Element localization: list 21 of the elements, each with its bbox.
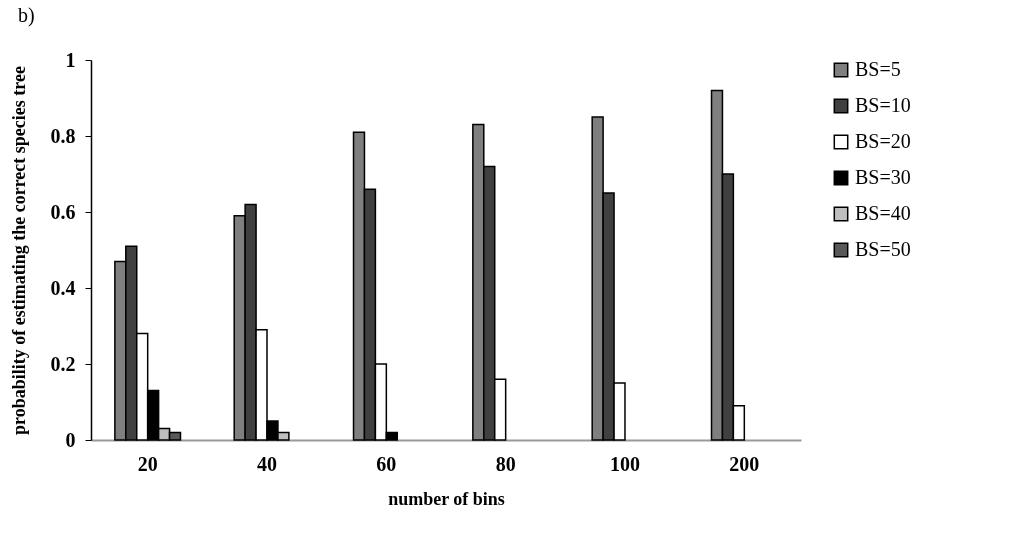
y-tick-label: 1 [65,48,76,71]
y-tick-label: 0.4 [50,276,76,299]
x-tick-label: 200 [729,452,760,475]
legend-label: BS=50 [855,238,911,260]
legend-label: BS=5 [855,58,901,80]
x-tick-label: 60 [376,452,397,475]
legend-label: BS=10 [855,94,911,116]
x-tick-label: 20 [137,452,158,475]
y-tick-label: 0.2 [50,352,76,375]
x-tick-label: 80 [495,452,516,475]
y-axis-title: probability of estimating the correct species tree [8,66,29,435]
text: b) [18,4,35,27]
x-axis-title: number of bins [388,488,505,509]
y-tick-label: 0.6 [50,200,76,223]
legend-label: BS=20 [855,130,911,152]
y-tick-label: 0 [65,428,76,451]
x-tick-label: 100 [609,452,640,475]
legend-label: BS=40 [855,202,911,224]
x-tick-label: 40 [257,452,278,475]
legend-label: BS=30 [855,166,911,188]
y-tick-label: 0.8 [50,124,76,147]
